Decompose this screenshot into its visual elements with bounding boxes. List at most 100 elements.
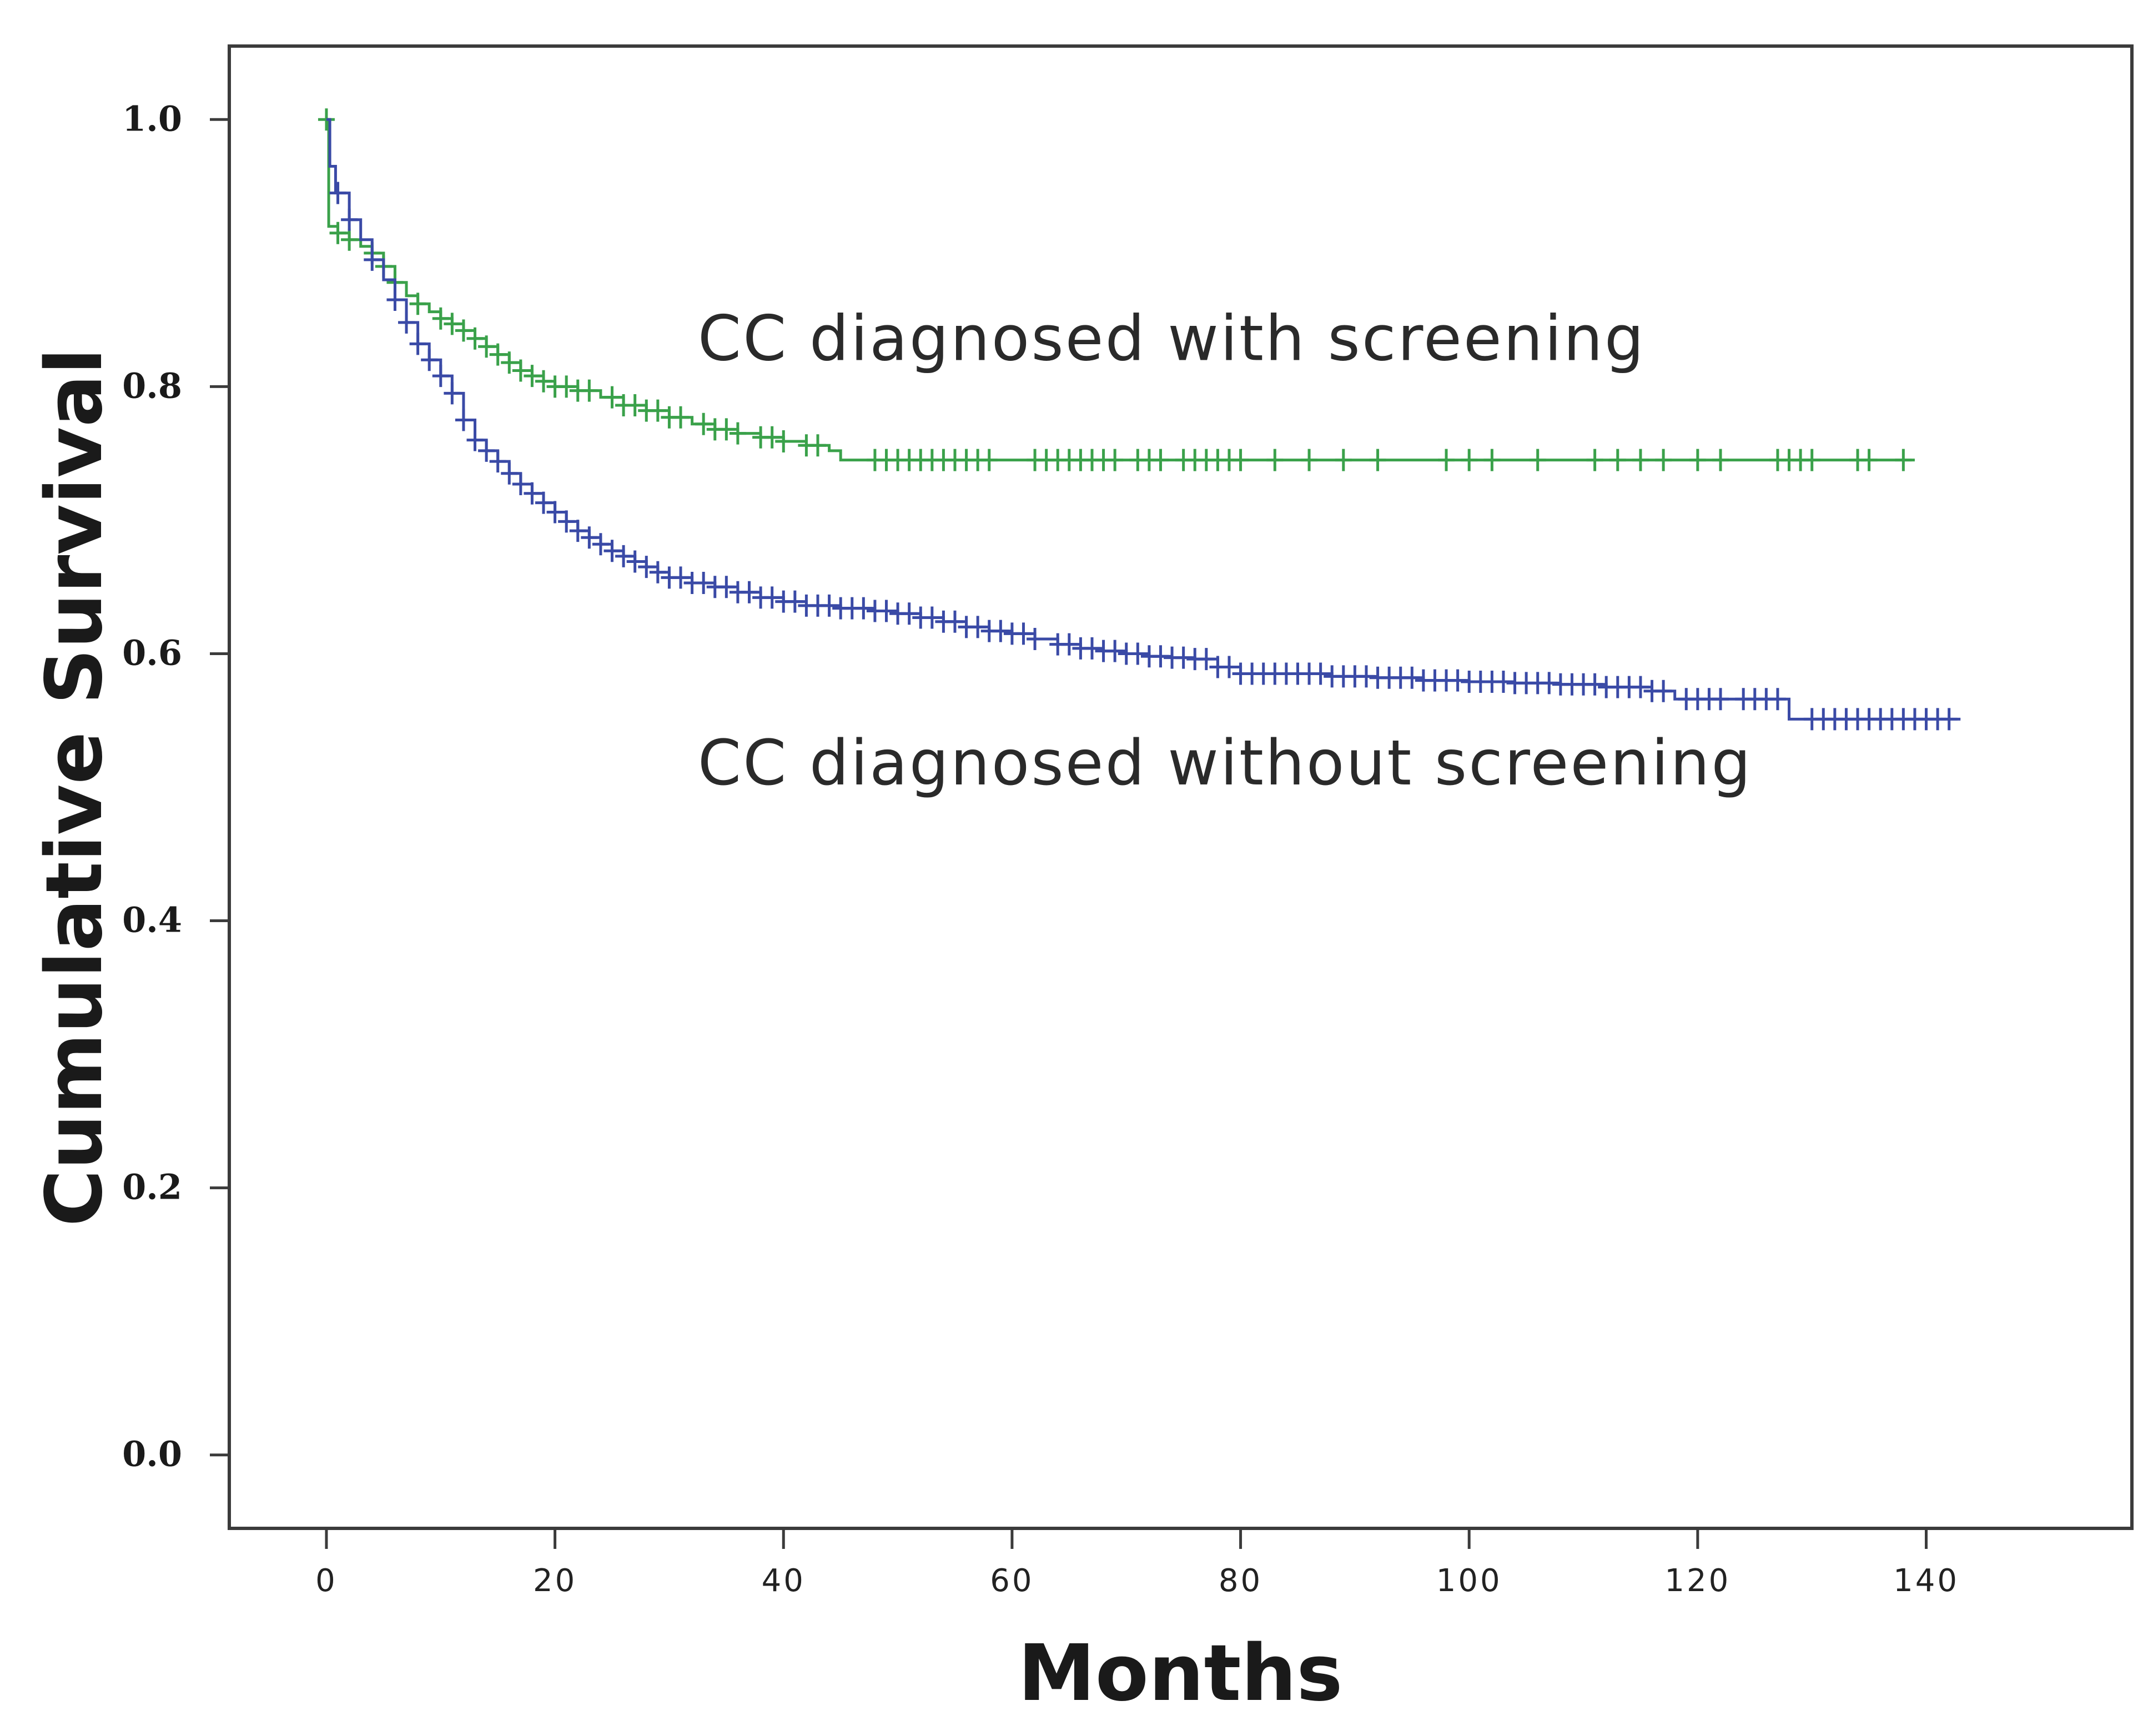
censor-mark xyxy=(946,610,963,633)
x-tick-label: 20 xyxy=(533,1563,577,1599)
censor-mark xyxy=(455,409,472,431)
x-tick-label: 120 xyxy=(1664,1563,1731,1599)
censor-mark xyxy=(1266,449,1284,471)
censor-mark xyxy=(1335,449,1352,471)
censor-mark xyxy=(558,510,575,533)
censor-mark xyxy=(763,586,781,609)
censor-mark xyxy=(901,602,918,625)
y-tick-label: 0.0 xyxy=(122,1434,182,1475)
censor-mark xyxy=(1152,449,1169,471)
censor-mark xyxy=(581,526,598,549)
censor-mark xyxy=(581,379,598,402)
censor-mark xyxy=(1232,449,1249,471)
censor-mark xyxy=(1404,666,1421,689)
censor-mark xyxy=(1106,449,1124,471)
censor-mark xyxy=(763,426,781,449)
censor-mark xyxy=(364,248,381,271)
censor-mark xyxy=(1769,688,1786,711)
censor-mark xyxy=(432,307,449,330)
censor-mark xyxy=(615,545,632,567)
censor-mark xyxy=(626,550,643,573)
censor-mark xyxy=(1129,642,1146,665)
censor-mark xyxy=(409,293,426,315)
censor-mark xyxy=(1689,449,1706,471)
censor-mark xyxy=(1632,449,1649,471)
censor-mark xyxy=(512,359,529,382)
censor-mark xyxy=(626,394,643,417)
censor-mark xyxy=(1529,449,1546,471)
censor-mark xyxy=(1083,637,1100,660)
censor-mark xyxy=(329,222,346,244)
y-axis-title: Cumulative Survival xyxy=(29,348,120,1227)
y-tick-label: 0.4 xyxy=(122,900,182,940)
censor-mark xyxy=(603,386,621,409)
censor-mark xyxy=(1586,449,1603,471)
censor-mark xyxy=(992,620,1009,642)
censor-mark xyxy=(672,566,690,589)
censor-mark xyxy=(421,349,438,371)
censor-mark xyxy=(501,462,518,485)
censor-mark xyxy=(524,482,541,505)
annotation-without-screening: CC diagnosed without screening xyxy=(698,727,1753,799)
x-axis-ticks: 0 20 40 60 80 100 120 140 xyxy=(315,1528,1959,1599)
censor-mark xyxy=(729,422,746,445)
censor-mark xyxy=(569,520,586,542)
censor-mark xyxy=(444,313,461,335)
censor-mark xyxy=(1803,449,1820,471)
plot-frame xyxy=(228,44,2134,1530)
censor-mark xyxy=(341,228,358,251)
censor-mark xyxy=(386,289,404,311)
censor-mark xyxy=(1655,449,1672,471)
x-tick-label: 140 xyxy=(1893,1563,1959,1599)
censor-mark xyxy=(329,182,346,204)
censor-mark xyxy=(512,472,529,495)
x-tick-label: 0 xyxy=(315,1563,338,1599)
censor-mark xyxy=(649,399,666,422)
censor-mark xyxy=(558,375,575,398)
censor-mark xyxy=(821,594,838,617)
censor-mark xyxy=(1461,449,1478,471)
censor-mark xyxy=(1438,449,1455,471)
series-layer xyxy=(318,108,1961,731)
censor-mark xyxy=(1106,640,1124,662)
y-tick-label: 0.8 xyxy=(122,365,182,406)
censor-mark xyxy=(432,365,449,388)
censor-mark xyxy=(489,450,506,473)
censor-mark xyxy=(775,430,792,452)
censor-mark xyxy=(1609,449,1626,471)
censor-mark xyxy=(1312,662,1329,685)
censor-mark xyxy=(1027,628,1044,650)
censor-mark xyxy=(1940,708,1958,731)
censor-mark xyxy=(1712,688,1729,711)
censor-mark xyxy=(1301,449,1318,471)
censor-mark xyxy=(1895,449,1912,471)
censor-mark xyxy=(741,581,758,603)
y-tick-label: 0.2 xyxy=(122,1167,182,1207)
censor-mark xyxy=(809,434,826,457)
censor-mark xyxy=(969,616,987,638)
censor-mark xyxy=(341,208,358,231)
censor-mark xyxy=(878,600,895,622)
censor-mark xyxy=(524,365,541,388)
censor-mark xyxy=(1655,680,1672,702)
censor-mark xyxy=(1632,676,1649,698)
censor-mark xyxy=(1060,633,1078,656)
censor-mark xyxy=(501,351,518,374)
censor-mark xyxy=(535,491,552,514)
annotation-with-screening: CC diagnosed with screening xyxy=(698,303,1646,375)
censor-mark xyxy=(1860,449,1878,471)
censor-mark xyxy=(1712,449,1729,471)
censor-mark xyxy=(444,382,461,405)
censor-mark xyxy=(409,333,426,355)
censor-mark xyxy=(1483,449,1501,471)
censor-mark xyxy=(1586,673,1603,696)
censor-mark xyxy=(923,606,940,629)
x-tick-label: 80 xyxy=(1219,1563,1262,1599)
y-tick-label: 1.0 xyxy=(122,98,182,139)
x-axis-title: Months xyxy=(1018,1628,1342,1719)
censor-mark xyxy=(649,561,666,583)
censor-mark xyxy=(1015,622,1032,645)
censor-mark xyxy=(603,540,621,562)
x-tick-label: 100 xyxy=(1436,1563,1502,1599)
